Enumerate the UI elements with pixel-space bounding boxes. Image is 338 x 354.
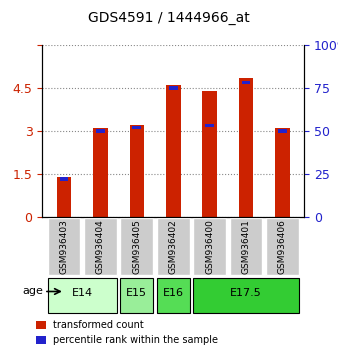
Bar [239,78,253,217]
Bar [278,129,287,133]
Text: E14: E14 [72,289,93,298]
FancyBboxPatch shape [266,218,299,275]
Bar [57,177,71,217]
Bar [169,86,177,90]
Bar [96,129,105,133]
Bar [60,177,68,181]
Bar [166,85,180,217]
FancyBboxPatch shape [120,218,153,275]
Bar [275,128,290,217]
FancyBboxPatch shape [157,278,190,313]
FancyBboxPatch shape [193,278,299,313]
FancyBboxPatch shape [157,218,190,275]
Text: E17.5: E17.5 [230,289,262,298]
FancyBboxPatch shape [120,278,153,313]
Text: age: age [22,286,43,297]
Text: GSM936400: GSM936400 [205,219,214,274]
Text: E16: E16 [163,289,184,298]
Bar [129,125,144,217]
Text: GDS4591 / 1444966_at: GDS4591 / 1444966_at [88,11,250,25]
Bar [202,91,217,217]
Text: GSM936401: GSM936401 [241,219,250,274]
FancyBboxPatch shape [193,218,226,275]
Text: GSM936405: GSM936405 [132,219,141,274]
Text: E15: E15 [126,289,147,298]
Bar [205,124,214,127]
FancyBboxPatch shape [230,218,262,275]
Text: GSM936406: GSM936406 [278,219,287,274]
FancyBboxPatch shape [48,278,117,313]
FancyBboxPatch shape [84,218,117,275]
FancyBboxPatch shape [48,218,80,275]
Text: GSM936403: GSM936403 [59,219,69,274]
Bar [132,126,141,129]
Text: GSM936404: GSM936404 [96,219,105,274]
Bar [242,81,250,85]
Bar [93,128,108,217]
Legend: transformed count, percentile rank within the sample: transformed count, percentile rank withi… [32,316,222,349]
Text: GSM936402: GSM936402 [169,219,178,274]
